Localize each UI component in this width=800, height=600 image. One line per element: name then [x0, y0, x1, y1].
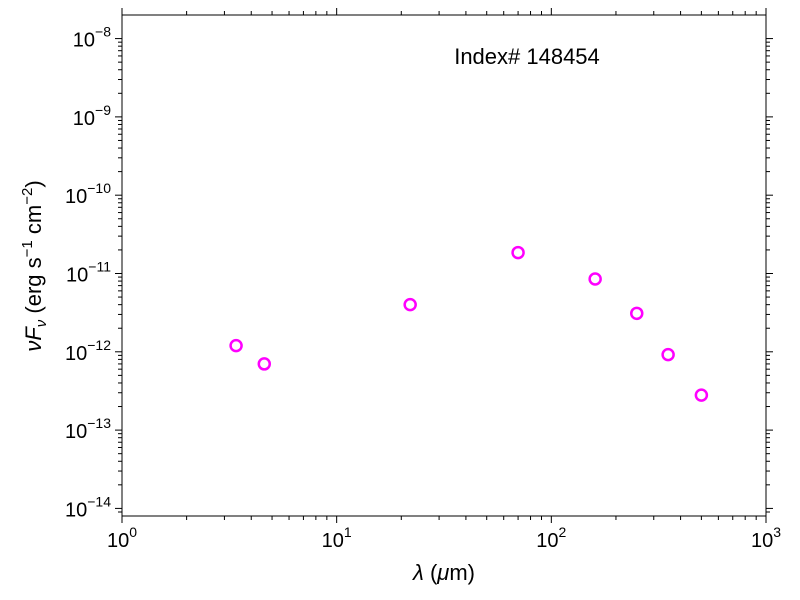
- y-tick-label: 10−14: [65, 493, 111, 521]
- data-point: [403, 297, 417, 312]
- data-point: [511, 245, 525, 260]
- y-axis-ticks: 10−14 10−13 10−12 10−11 10−10 10−9 10−8: [65, 24, 773, 521]
- x-tick-label: 103: [751, 524, 781, 552]
- plot-frame: [121, 14, 767, 517]
- x-tick-label: 100: [107, 524, 137, 552]
- index-annotation: Index# 148454: [454, 44, 600, 69]
- data-points: [229, 245, 709, 402]
- data-point: [229, 338, 243, 353]
- x-axis-label: λ (μm): [412, 560, 475, 585]
- data-point: [630, 306, 644, 321]
- data-point: [588, 272, 602, 286]
- x-tick-label: 102: [536, 524, 566, 552]
- data-point: [661, 347, 675, 362]
- y-tick-label: 10−8: [73, 24, 111, 52]
- x-axis-ticks: 100 101 102 103: [107, 8, 781, 552]
- data-point: [257, 357, 272, 371]
- x-tick-label: 101: [322, 524, 352, 552]
- y-tick-label: 10−12: [65, 337, 111, 365]
- y-tick-label: 10−10: [65, 180, 111, 208]
- y-tick-label: 10−11: [66, 258, 111, 286]
- y-tick-label: 10−13: [65, 415, 111, 443]
- data-point: [694, 388, 709, 402]
- y-axis-label: νFν (erg s−1 cm−2): [19, 180, 50, 351]
- y-tick-label: 10−9: [73, 102, 111, 130]
